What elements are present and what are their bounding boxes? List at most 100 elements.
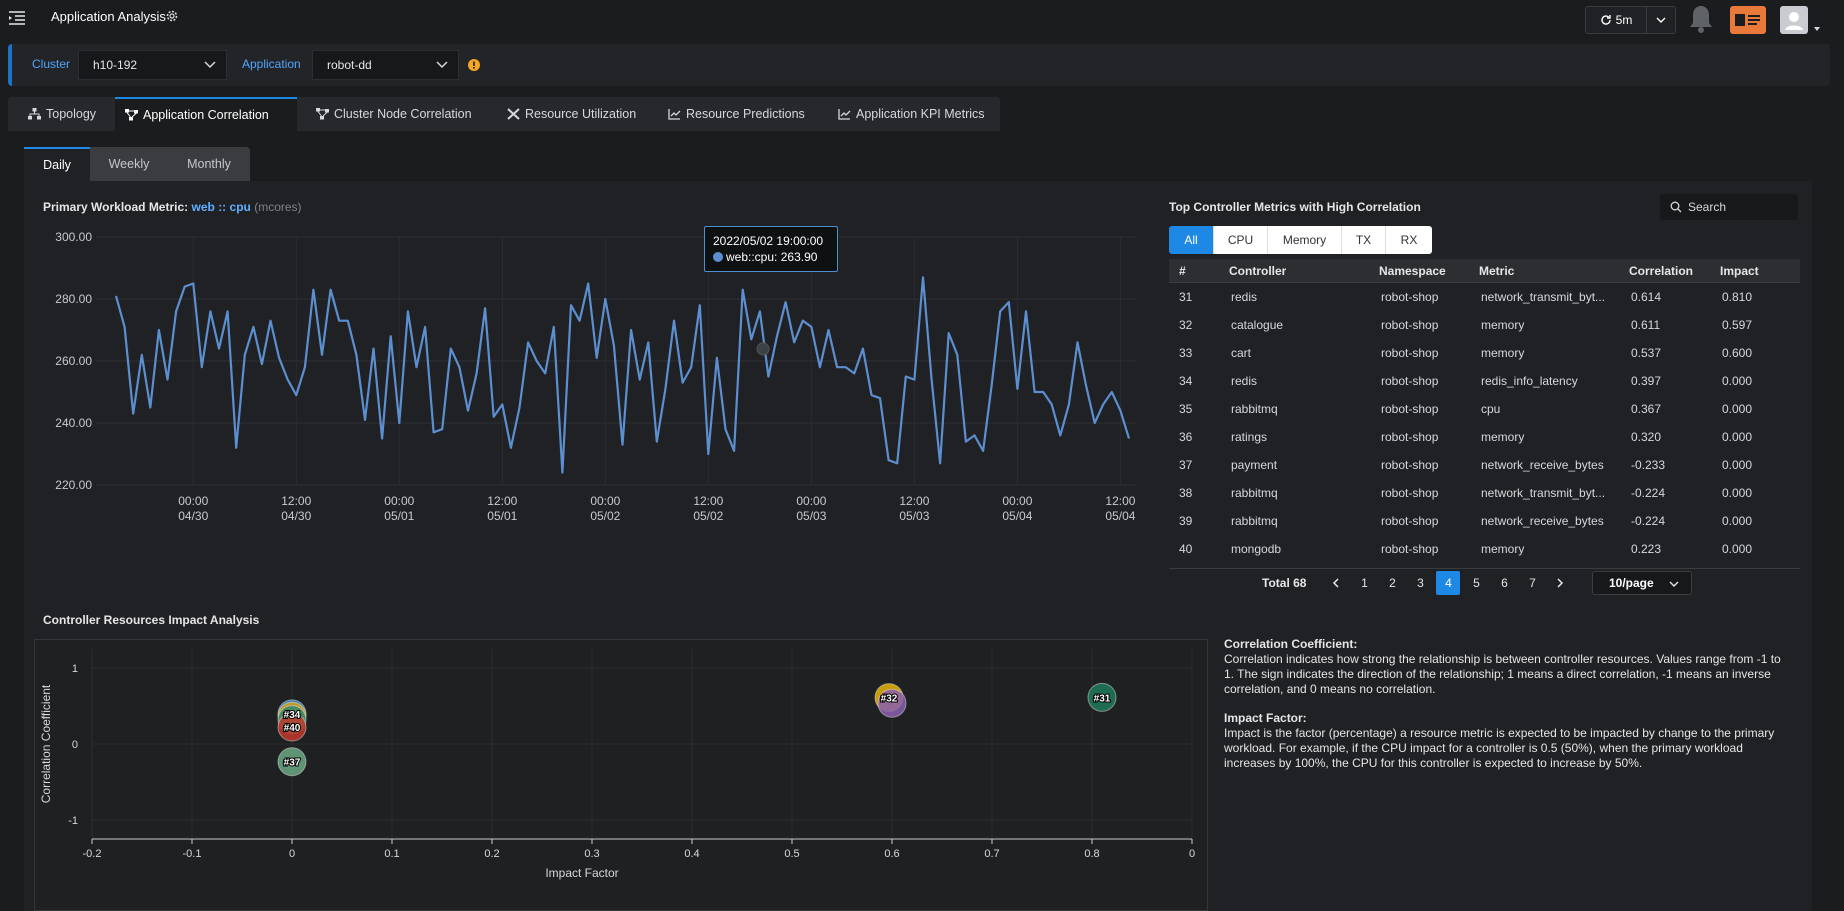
total-count: Total 68 — [1262, 576, 1307, 590]
tab-resource-predictions[interactable]: Resource Predictions — [658, 97, 815, 131]
column-header-impact[interactable]: Impact — [1720, 264, 1759, 278]
table-row[interactable]: 35 rabbitmq robot-shop cpu 0.367 0.000 — [1169, 395, 1800, 423]
x-tick-date: 05/04 — [1002, 509, 1032, 523]
application-select-value: robot-dd — [327, 58, 372, 72]
column-header-correlation[interactable]: Correlation — [1629, 264, 1694, 278]
x-tick-label: 0.8 — [1084, 848, 1099, 860]
x-tick-time: 00:00 — [384, 494, 414, 508]
table-row[interactable]: 39 rabbitmq robot-shop network_receive_byte… — [1169, 507, 1800, 535]
page-3[interactable]: 3 — [1417, 576, 1424, 590]
table-row[interactable]: 36 ratings robot-shop memory 0.320 0.000 — [1169, 423, 1800, 451]
tab-label: Topology — [46, 107, 97, 121]
tab-application-correlation[interactable]: Application Correlation — [115, 97, 297, 131]
page-6[interactable]: 6 — [1501, 576, 1508, 590]
main-tab-bar: Topology Application Correlation Cluster… — [8, 97, 1000, 131]
filter-bar — [8, 44, 1830, 86]
application-label: Application — [242, 57, 301, 71]
tab-daily[interactable]: Daily — [24, 147, 90, 181]
info-icon[interactable] — [468, 59, 480, 74]
application-select[interactable]: robot-dd — [312, 50, 459, 80]
primary-metric-app: web — [191, 200, 215, 214]
page-1[interactable]: 1 — [1361, 576, 1368, 590]
caret-down-icon[interactable] — [1812, 22, 1822, 32]
column-header-controller[interactable]: Controller — [1229, 264, 1287, 278]
table-cell-impact: 0.000 — [1722, 374, 1753, 388]
table-cell-namespace: robot-shop — [1381, 514, 1439, 528]
refresh-interval-button[interactable]: 5m — [1585, 6, 1647, 34]
filter-memory-button[interactable]: Memory — [1268, 226, 1342, 254]
x-tick-label: 0.3 — [584, 848, 599, 860]
table-row[interactable]: 32 catalogue robot-shop memory 0.611 0.597 — [1169, 311, 1800, 339]
page-7[interactable]: 7 — [1529, 576, 1536, 590]
x-tick-label: 0.7 — [984, 848, 999, 860]
table-header: # Controller Namespace Metric Correlatio… — [1169, 259, 1800, 283]
x-tick-time: 12:00 — [281, 494, 311, 508]
x-tick-date: 05/01 — [487, 509, 517, 523]
filter-cpu-button[interactable]: CPU — [1214, 226, 1268, 254]
table-cell-index: 33 — [1179, 346, 1193, 360]
table-cell-correlation: -0.233 — [1631, 458, 1666, 472]
workload-line-chart[interactable]: 220.00240.00260.00280.00300.0000:0004/30… — [40, 220, 1140, 530]
page-5[interactable]: 5 — [1473, 576, 1480, 590]
table-cell-metric: memory — [1481, 318, 1525, 332]
column-header-metric[interactable]: Metric — [1479, 264, 1515, 278]
cluster-select-value: h10-192 — [93, 58, 138, 72]
table-row[interactable]: 38 rabbitmq robot-shop network_transmit_byt… — [1169, 479, 1800, 507]
data-point — [277, 747, 307, 777]
data-point-label: #32 — [881, 694, 898, 705]
gear-icon[interactable] — [165, 9, 179, 23]
primary-metric-title: Primary Workload Metric: web :: cpu (mco… — [43, 200, 302, 214]
tab-topology[interactable]: Topology — [18, 97, 106, 131]
search-input[interactable]: Search — [1660, 194, 1798, 220]
tooltip-time: 2022/05/02 19:00:00 — [713, 234, 824, 248]
data-point-label: #40 — [284, 723, 301, 734]
cluster-select[interactable]: h10-192 — [78, 50, 227, 80]
table-cell-namespace: robot-shop — [1381, 318, 1439, 332]
tooltip-value-row: web::cpu: 263.90 — [713, 249, 829, 265]
table-row[interactable]: 40 mongodb robot-shop memory 0.223 0.000 — [1169, 535, 1800, 563]
x-tick-time: 00:00 — [796, 494, 826, 508]
page-size-select[interactable]: 10/page — [1592, 571, 1692, 595]
table-row[interactable]: 37 payment robot-shop network_receive_bytes… — [1169, 451, 1800, 479]
prev-page-icon[interactable] — [1324, 571, 1348, 595]
x-axis-label: Impact Factor — [545, 866, 618, 880]
data-point — [1087, 682, 1117, 712]
table-cell-impact: 0.000 — [1722, 486, 1753, 500]
tab-monthly[interactable]: Monthly — [187, 157, 231, 171]
tab-resource-utilization[interactable]: Resource Utilization — [497, 97, 646, 131]
primary-metric-separator: :: — [218, 200, 227, 214]
table-cell-metric: memory — [1481, 542, 1525, 556]
filter-rx-button[interactable]: RX — [1386, 226, 1432, 254]
table-cell-correlation: -0.224 — [1631, 514, 1666, 528]
user-avatar[interactable] — [1780, 6, 1808, 34]
next-page-icon[interactable] — [1548, 571, 1572, 595]
tab-application-kpi-metrics[interactable]: Application KPI Metrics — [828, 97, 995, 131]
filter-all-button[interactable]: All — [1169, 226, 1214, 254]
menu-icon[interactable] — [8, 9, 26, 27]
page-2[interactable]: 2 — [1389, 576, 1396, 590]
column-header-index[interactable]: # — [1179, 264, 1186, 278]
tab-weekly[interactable]: Weekly — [108, 157, 150, 171]
column-header-namespace[interactable]: Namespace — [1379, 264, 1446, 278]
license-card-icon[interactable] — [1730, 6, 1766, 34]
table-row[interactable]: 33 cart robot-shop memory 0.537 0.600 — [1169, 339, 1800, 367]
page-4[interactable]: 4 — [1436, 571, 1461, 595]
table-row[interactable]: 34 redis robot-shop redis_info_latency 0.397… — [1169, 367, 1800, 395]
impact-scatter-chart[interactable]: 1 0 -1 -0.2 -0.1 0 0.1 0.2 0.3 0.4 0.5 0.6 0.7 0.8 0 Im… — [34, 639, 1208, 911]
table-cell-correlation: 0.320 — [1631, 430, 1662, 444]
tab-label: Application Correlation — [143, 108, 269, 122]
x-tick-date: 05/01 — [384, 509, 414, 523]
refresh-dropdown-button[interactable] — [1646, 6, 1676, 34]
notification-bell-icon[interactable] — [1686, 3, 1716, 35]
table-cell-controller: mongodb — [1231, 542, 1282, 556]
x-tick-time: 12:00 — [487, 494, 517, 508]
tab-label: Cluster Node Correlation — [334, 107, 472, 121]
tab-cluster-node-correlation[interactable]: Cluster Node Correlation — [306, 97, 482, 131]
filter-tx-button[interactable]: TX — [1342, 226, 1386, 254]
y-tick-label: 240.00 — [55, 416, 92, 430]
period-tab-bar: Daily Weekly Monthly — [24, 147, 250, 181]
table-cell-impact: 0.600 — [1722, 346, 1753, 360]
x-tick-label: 0.5 — [784, 848, 799, 860]
table-row[interactable]: 31 redis robot-shop network_transmit_byt...… — [1169, 283, 1800, 311]
chevron-down-icon — [436, 61, 448, 69]
